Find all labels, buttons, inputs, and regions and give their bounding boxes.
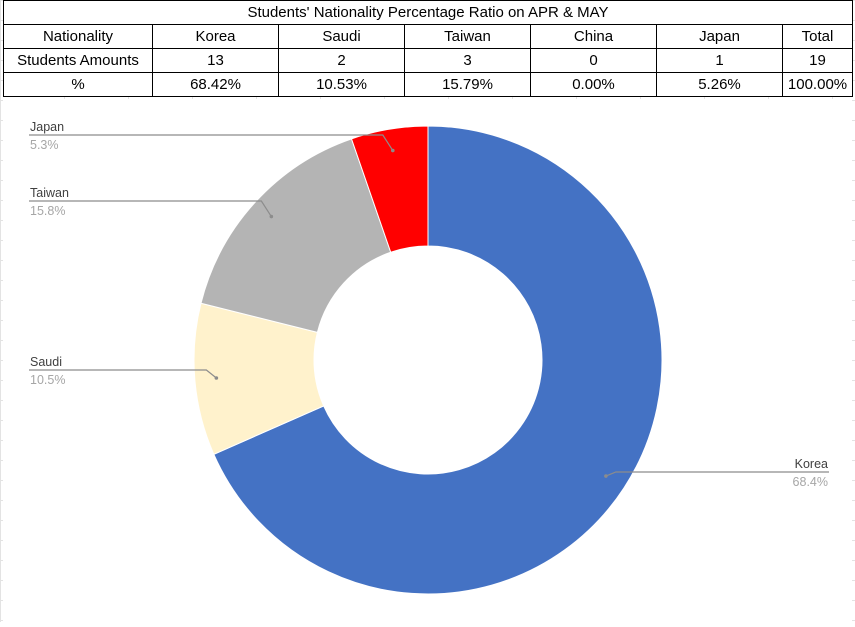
- table-cell[interactable]: Korea: [152, 24, 279, 49]
- table-title-row: Students' Nationality Percentage Ratio o…: [2, 0, 854, 25]
- table-cell[interactable]: 5.26%: [656, 72, 783, 97]
- table-amount-row: Students Amounts 13 2 3 0 1 19: [3, 48, 854, 73]
- table-percent-row: % 68.42% 10.53% 15.79% 0.00% 5.26% 100.0…: [3, 72, 854, 97]
- slice-value-japan: 5.3%: [30, 138, 59, 152]
- table-title[interactable]: Students' Nationality Percentage Ratio o…: [2, 0, 854, 25]
- leader-line-saudi: [29, 369, 217, 379]
- leader-dot-japan: [390, 148, 395, 153]
- table-cell[interactable]: 13: [152, 48, 279, 73]
- table-cell[interactable]: 100.00%: [781, 72, 854, 97]
- table-cell[interactable]: 15.79%: [404, 72, 531, 97]
- donut-chart[interactable]: Korea 68.4% Saudi 10.5% Taiwan 15.8% Japan 5.3%: [3, 99, 852, 622]
- leader-dot-korea: [604, 474, 608, 478]
- slice-value-saudi: 10.5%: [30, 373, 65, 387]
- table-cell[interactable]: 0: [530, 48, 657, 73]
- slice-value-korea: 68.4%: [793, 475, 828, 489]
- slice-label-korea: Korea: [795, 457, 828, 471]
- table-cell[interactable]: 0.00%: [530, 72, 657, 97]
- table-cell[interactable]: 19: [781, 48, 854, 73]
- table-cell[interactable]: %: [3, 72, 153, 97]
- donut-slice-japan[interactable]: [350, 125, 429, 253]
- nationality-table: Students' Nationality Percentage Ratio o…: [2, 0, 854, 97]
- table-cell[interactable]: 3: [404, 48, 531, 73]
- table-cell[interactable]: 2: [278, 48, 405, 73]
- slice-label-japan: Japan: [30, 120, 64, 134]
- slice-value-taiwan: 15.8%: [30, 204, 65, 218]
- table-cell[interactable]: Taiwan: [404, 24, 531, 49]
- leader-line-taiwan: [29, 200, 272, 217]
- donut-slice-korea[interactable]: [213, 125, 663, 595]
- slice-label-taiwan: Taiwan: [30, 186, 69, 200]
- donut-chart-area[interactable]: Korea 68.4% Saudi 10.5% Taiwan 15.8% Japan 5.3%: [3, 99, 852, 622]
- leader-dot-saudi: [214, 376, 219, 380]
- table-cell[interactable]: Students Amounts: [3, 48, 153, 73]
- table-cell[interactable]: 1: [656, 48, 783, 73]
- table-cell[interactable]: Japan: [656, 24, 783, 49]
- slice-label-saudi: Saudi: [30, 355, 62, 369]
- table-header-row: Nationality Korea Saudi Taiwan China Jap…: [3, 24, 854, 49]
- table-cell[interactable]: Total: [781, 24, 854, 49]
- table-cell[interactable]: Saudi: [278, 24, 405, 49]
- leader-line-japan: [29, 134, 394, 151]
- donut-slice-taiwan[interactable]: [200, 138, 392, 333]
- table-cell[interactable]: China: [530, 24, 657, 49]
- leader-line-korea: [605, 471, 829, 477]
- table-cell[interactable]: Nationality: [3, 24, 153, 49]
- table-cell[interactable]: 68.42%: [152, 72, 279, 97]
- leader-dot-taiwan: [269, 214, 274, 219]
- table-cell[interactable]: 10.53%: [278, 72, 405, 97]
